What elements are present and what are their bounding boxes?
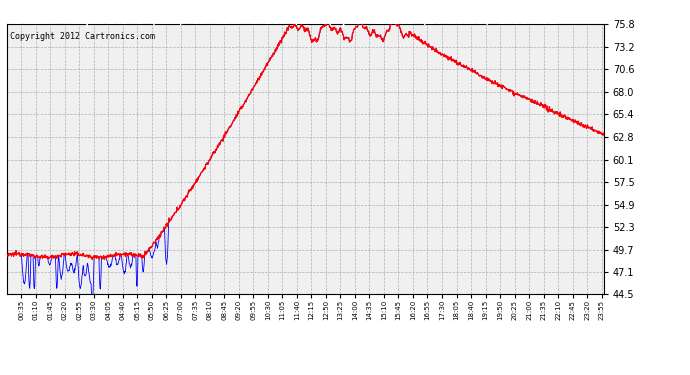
Text: Copyright 2012 Cartronics.com: Copyright 2012 Cartronics.com xyxy=(10,33,155,42)
Text: Outdoor Temperature (Red) vs Wind Chill (Blue) per Minute (24 Hours) 20120602: Outdoor Temperature (Red) vs Wind Chill … xyxy=(7,14,555,27)
